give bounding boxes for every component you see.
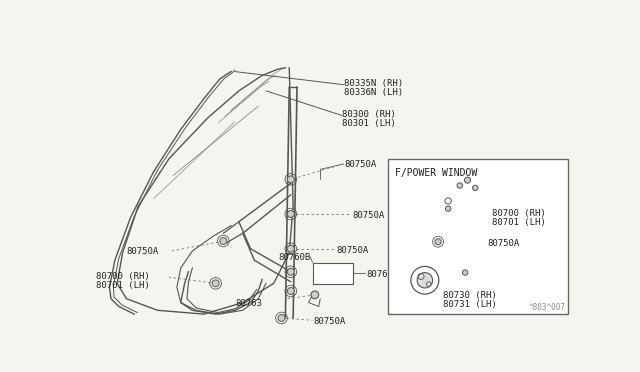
Circle shape — [212, 280, 219, 287]
Text: 80750A: 80750A — [337, 246, 369, 254]
Circle shape — [311, 291, 319, 299]
Circle shape — [287, 245, 294, 252]
Circle shape — [445, 206, 451, 211]
Text: 80700 (RH): 80700 (RH) — [95, 272, 149, 281]
Text: 80730 (RH): 80730 (RH) — [444, 291, 497, 300]
Text: 80336N (LH): 80336N (LH) — [344, 88, 403, 97]
Circle shape — [435, 239, 441, 245]
Text: 80731 (LH): 80731 (LH) — [444, 300, 497, 309]
Text: 80763: 80763 — [235, 299, 262, 308]
Bar — [312, 263, 353, 284]
Text: 80701 (LH): 80701 (LH) — [492, 218, 545, 227]
Text: 80750A: 80750A — [313, 317, 346, 326]
Circle shape — [472, 185, 478, 190]
Text: 80301 (LH): 80301 (LH) — [342, 119, 396, 128]
Text: 80335N (RH): 80335N (RH) — [344, 79, 403, 88]
Text: 80750A: 80750A — [127, 247, 159, 256]
Text: 80750A: 80750A — [344, 160, 376, 169]
Text: ^803^007: ^803^007 — [529, 303, 566, 312]
Text: 80750A: 80750A — [488, 239, 520, 248]
Circle shape — [465, 177, 470, 183]
Text: 80760B: 80760B — [278, 253, 310, 262]
Text: F/POWER WINDOW: F/POWER WINDOW — [395, 168, 477, 178]
Text: 80750A: 80750A — [352, 211, 384, 220]
Text: 80700 (RH): 80700 (RH) — [492, 209, 545, 218]
Circle shape — [287, 176, 294, 183]
Circle shape — [278, 314, 285, 321]
Circle shape — [457, 183, 463, 188]
Circle shape — [463, 270, 468, 275]
Circle shape — [287, 288, 294, 295]
Circle shape — [417, 273, 433, 288]
Text: 80760: 80760 — [366, 270, 393, 279]
Bar — [388, 158, 568, 314]
Circle shape — [287, 211, 294, 218]
Text: 80701 (LH): 80701 (LH) — [95, 281, 149, 290]
Circle shape — [287, 268, 294, 275]
Circle shape — [411, 266, 439, 294]
Text: 80300 (RH): 80300 (RH) — [342, 110, 396, 119]
Circle shape — [220, 238, 227, 244]
